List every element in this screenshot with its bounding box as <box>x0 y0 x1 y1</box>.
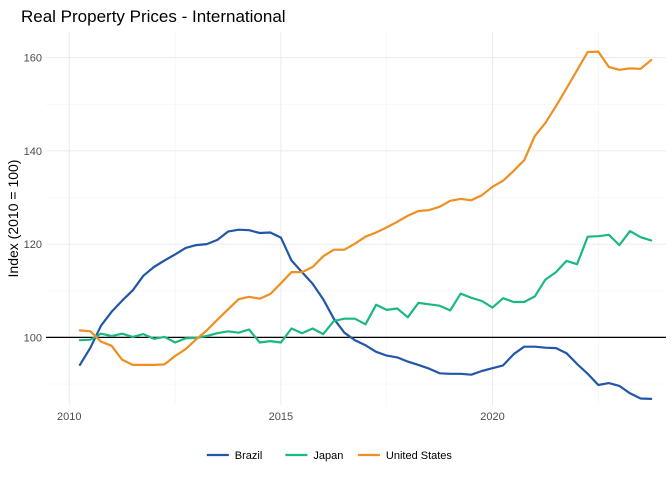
chart-title: Real Property Prices - International <box>21 7 286 26</box>
y-tick-label: 120 <box>24 239 42 251</box>
series-line-brazil <box>78 228 653 400</box>
x-tick-label: 2010 <box>57 411 81 423</box>
tick-labels: 2010 2015 2020 100 120 140 160 <box>24 53 505 423</box>
x-tick-label: 2020 <box>480 411 504 423</box>
series-line-japan <box>78 230 653 344</box>
y-tick-label: 140 <box>24 146 42 158</box>
legend-label-united-states: United States <box>386 450 453 462</box>
series-lines <box>78 50 653 400</box>
gridlines <box>46 32 666 405</box>
y-tick-label: 160 <box>24 53 42 65</box>
legend: Brazil Japan United States <box>206 450 453 462</box>
y-axis-title: Index (2010 = 100) <box>5 160 21 278</box>
x-tick-label: 2015 <box>269 411 293 423</box>
y-tick-label: 100 <box>24 332 42 344</box>
legend-label-brazil: Brazil <box>235 450 263 462</box>
legend-label-japan: Japan <box>313 450 343 462</box>
series-line-united-states <box>78 50 653 366</box>
